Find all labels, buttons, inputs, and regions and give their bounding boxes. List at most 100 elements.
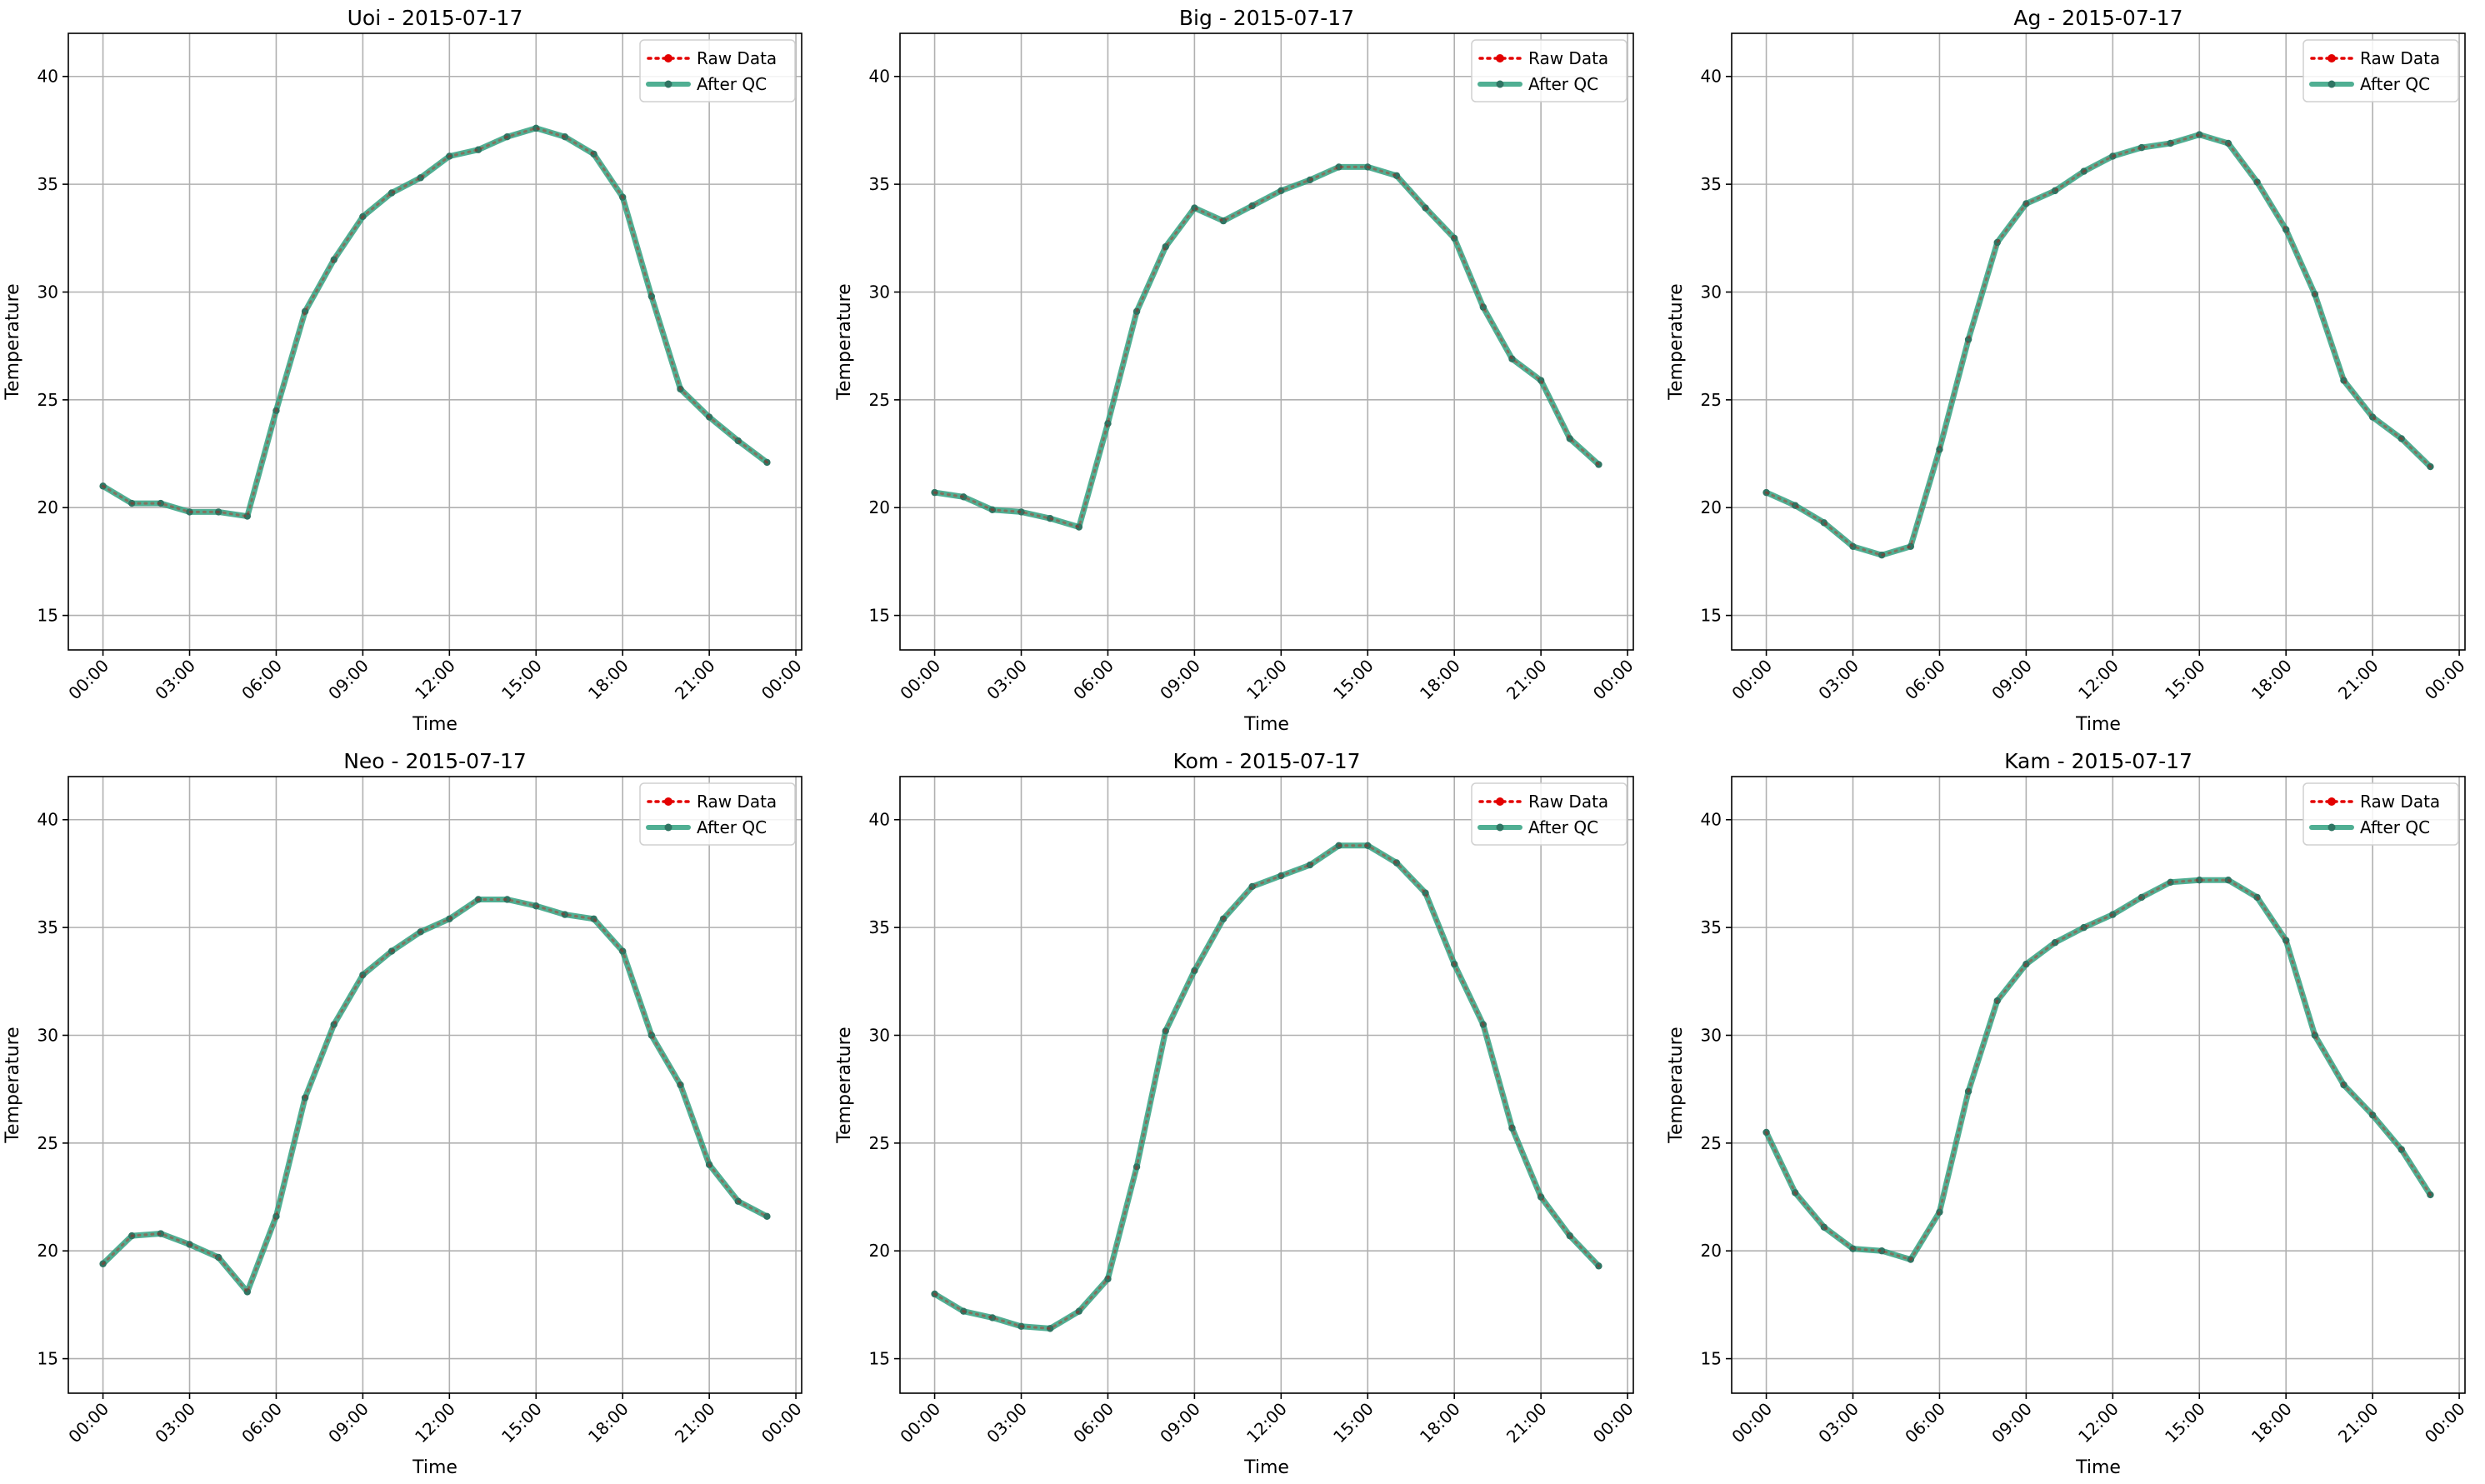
legend-raw-data-marker xyxy=(664,797,672,806)
series-raw-data-line xyxy=(1765,133,2432,557)
after-qc-point xyxy=(1364,163,1372,171)
x-tick-label: 03:00 xyxy=(1814,656,1862,704)
y-axis-label: Temperature xyxy=(1666,283,1687,400)
after-qc-point xyxy=(1335,163,1342,171)
after-qc-point xyxy=(1132,1163,1141,1171)
after-qc-point xyxy=(2080,167,2088,175)
legend-raw-data-label: Raw Data xyxy=(697,48,777,68)
after-qc-point xyxy=(931,488,938,497)
legend-after-qc-label: After QC xyxy=(697,817,767,837)
after-qc-point xyxy=(1162,1027,1169,1035)
after-qc-point xyxy=(330,256,338,263)
x-tick-label: 00:00 xyxy=(1589,656,1638,704)
plot-frame xyxy=(899,32,1634,651)
after-qc-point xyxy=(2253,178,2261,186)
after-qc-point xyxy=(1993,238,2001,247)
after-qc-point xyxy=(1508,1124,1516,1132)
legend-raw-data-marker xyxy=(2328,797,2336,806)
x-axis-label: Time xyxy=(2075,1457,2121,1478)
x-tick-label: 03:00 xyxy=(982,1399,1031,1447)
y-tick-label: 30 xyxy=(1701,1025,1722,1045)
y-tick-label: 40 xyxy=(869,67,890,87)
x-tick-label: 21:00 xyxy=(2334,1399,2382,1447)
series-raw-data-line xyxy=(933,165,1600,529)
x-axis-label: Time xyxy=(2075,714,2121,735)
series-raw-data-line xyxy=(933,844,1600,1330)
after-qc-point xyxy=(359,212,367,221)
after-qc-point xyxy=(1018,508,1025,516)
after-qc-point xyxy=(2167,878,2174,886)
after-qc-point xyxy=(648,292,656,300)
x-tick-label: 12:00 xyxy=(1242,656,1291,704)
after-qc-point xyxy=(2080,923,2088,932)
y-axis-label: Temperature xyxy=(1666,1027,1687,1143)
after-qc-point xyxy=(157,1230,165,1237)
after-qc-point xyxy=(1392,172,1401,179)
after-qc-point xyxy=(2224,139,2232,147)
after-qc-point xyxy=(1936,446,1943,453)
after-qc-point xyxy=(2167,139,2174,147)
x-tick-label: 21:00 xyxy=(2334,656,2382,704)
after-qc-point xyxy=(561,132,569,141)
y-tick-label: 30 xyxy=(869,282,890,302)
legend: Raw Data After QC xyxy=(2302,39,2459,102)
legend: Raw Data After QC xyxy=(1471,782,1628,846)
x-tick-label: 18:00 xyxy=(584,1399,632,1447)
after-qc-point xyxy=(301,307,309,315)
after-qc-point xyxy=(618,947,627,955)
after-qc-point xyxy=(417,174,424,182)
after-qc-point xyxy=(2340,377,2348,384)
y-tick-label: 20 xyxy=(869,1241,890,1261)
legend-after-qc-marker xyxy=(2328,823,2336,832)
after-qc-point xyxy=(1392,859,1401,867)
x-tick-label: 18:00 xyxy=(1416,656,1464,704)
after-qc-point xyxy=(618,193,627,201)
after-qc-point xyxy=(2196,131,2203,138)
y-tick-label: 15 xyxy=(38,606,58,626)
after-qc-point xyxy=(648,1032,656,1039)
after-qc-point xyxy=(561,911,569,918)
x-tick-label: 21:00 xyxy=(1502,1399,1551,1447)
chart-title: Big - 2015-07-17 xyxy=(1179,6,1354,30)
x-tick-label: 21:00 xyxy=(671,1399,719,1447)
y-tick-label: 30 xyxy=(38,1025,58,1045)
y-axis-label: Temperature xyxy=(2,1027,23,1143)
chart-panel-2: 15 20 25 30 35 40 00:00 03:00 06:00 09:00 12:00 15:… xyxy=(834,6,1638,735)
after-qc-point xyxy=(330,1021,338,1028)
x-tick-label: 15:00 xyxy=(1329,656,1378,704)
x-tick-label: 00:00 xyxy=(64,1399,112,1447)
after-qc-point xyxy=(1046,514,1054,522)
y-tick-label: 35 xyxy=(869,917,890,937)
x-tick-label: 09:00 xyxy=(1156,656,1204,704)
legend-raw-data-label: Raw Data xyxy=(2360,48,2440,68)
x-tick-label: 15:00 xyxy=(1329,1399,1378,1447)
after-qc-point xyxy=(474,146,482,153)
legend-raw-data-marker xyxy=(2328,54,2336,62)
y-tick-label: 30 xyxy=(1701,282,1722,302)
after-qc-point xyxy=(128,1232,136,1240)
y-tick-label: 15 xyxy=(1701,606,1722,626)
y-tick-label: 25 xyxy=(1701,390,1722,410)
after-qc-point xyxy=(1479,303,1488,311)
x-tick-label: 00:00 xyxy=(896,656,944,704)
chart-panel-4: 15 20 25 30 35 40 00:00 03:00 06:00 09:00 12:00 15:… xyxy=(2,749,806,1478)
after-qc-point xyxy=(1762,1128,1770,1137)
plot-frame xyxy=(1731,776,2466,1394)
plot-frame xyxy=(68,776,802,1394)
after-qc-point xyxy=(1762,488,1770,497)
x-tick-label: 18:00 xyxy=(1416,1399,1464,1447)
after-qc-point xyxy=(2022,200,2030,207)
after-qc-point xyxy=(763,1212,771,1221)
after-qc-point xyxy=(1936,1208,1943,1216)
chart-panel-3: 15 20 25 30 35 40 00:00 03:00 06:00 09:00 12:00 15:… xyxy=(1666,6,2469,735)
y-axis-label: Temperature xyxy=(2,283,23,400)
after-qc-point xyxy=(960,493,968,501)
after-qc-point xyxy=(763,458,771,467)
chart-title: Kam - 2015-07-17 xyxy=(2004,749,2192,773)
x-tick-label: 03:00 xyxy=(151,1399,199,1447)
x-tick-label: 21:00 xyxy=(671,656,719,704)
after-qc-point xyxy=(734,1197,742,1205)
after-qc-point xyxy=(734,437,742,445)
legend-after-qc-label: After QC xyxy=(2360,74,2430,94)
after-qc-point xyxy=(186,508,193,516)
